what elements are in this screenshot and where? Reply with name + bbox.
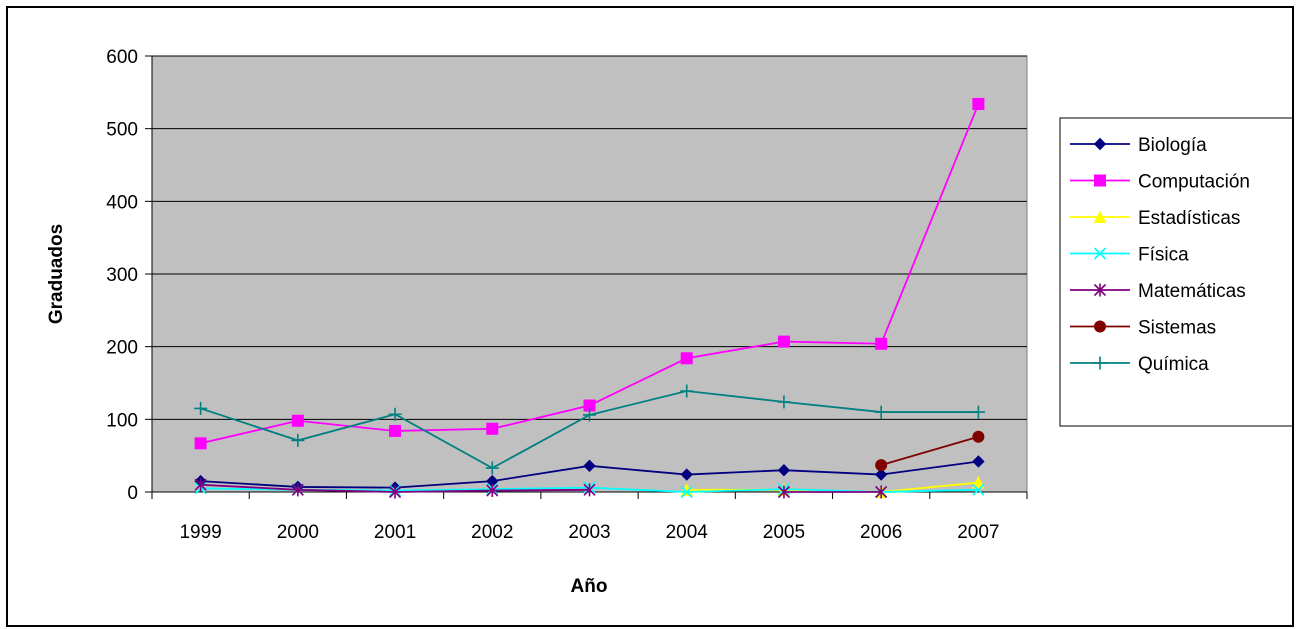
data-point bbox=[972, 430, 985, 443]
y-tick-label: 100 bbox=[106, 410, 138, 431]
data-point bbox=[972, 483, 985, 496]
legend: Biología Computación Estadísticas Física Mat… bbox=[1059, 117, 1292, 427]
legend-box bbox=[1059, 117, 1292, 427]
data-point bbox=[777, 335, 790, 348]
legend-entry: Computación bbox=[1070, 172, 1250, 193]
legend-label: Física bbox=[1138, 245, 1189, 266]
data-point bbox=[485, 461, 499, 475]
series-layer bbox=[194, 97, 985, 499]
legend-label: Química bbox=[1138, 354, 1209, 375]
legend-label: Biología bbox=[1138, 135, 1207, 156]
data-point bbox=[583, 408, 596, 422]
data-point bbox=[486, 422, 499, 435]
data-point bbox=[680, 352, 693, 365]
data-point bbox=[194, 478, 207, 492]
x-tick-label: 2005 bbox=[763, 522, 805, 543]
x-tick-label: 2002 bbox=[471, 522, 513, 543]
legend-entry: Física bbox=[1070, 245, 1189, 266]
data-point bbox=[291, 483, 304, 497]
data-point bbox=[1094, 174, 1106, 187]
y-tick-label: 0 bbox=[127, 483, 138, 504]
data-point bbox=[291, 433, 305, 447]
data-point bbox=[680, 485, 693, 499]
x-tick-label: 2007 bbox=[957, 522, 999, 543]
data-point bbox=[875, 459, 888, 472]
data-point bbox=[680, 468, 693, 481]
series-line bbox=[880, 435, 979, 466]
y-tick-label: 500 bbox=[106, 120, 138, 141]
y-axis-label: Graduados bbox=[46, 224, 67, 324]
legend-entry: Sistemas bbox=[1070, 318, 1216, 339]
data-point bbox=[583, 459, 596, 473]
data-point bbox=[972, 97, 985, 110]
legend-label: Matemáticas bbox=[1138, 281, 1246, 302]
data-point bbox=[389, 424, 402, 437]
series-computación bbox=[194, 97, 985, 450]
data-point bbox=[388, 485, 402, 499]
data-point bbox=[875, 485, 888, 499]
data-point bbox=[1093, 283, 1107, 297]
chart-frame: 0 100 200 300 400 500 600 1999 2000 2001 2002 2003 2… bbox=[6, 6, 1294, 627]
data-point bbox=[1093, 137, 1107, 151]
y-tick-label: 600 bbox=[106, 47, 138, 68]
legend-entry: Estadísticas bbox=[1070, 208, 1240, 229]
series-matemáticas bbox=[194, 478, 888, 499]
data-point bbox=[777, 485, 791, 499]
x-tick-label: 2006 bbox=[860, 522, 902, 543]
data-point bbox=[291, 414, 304, 427]
y-tick-label: 200 bbox=[106, 338, 138, 359]
line-chart: 0 100 200 300 400 500 600 1999 2000 2001 2002 2003 2… bbox=[46, 47, 1292, 597]
data-point bbox=[583, 483, 596, 497]
data-point bbox=[1093, 247, 1107, 260]
x-axis-label: Año bbox=[571, 576, 608, 597]
data-point bbox=[486, 484, 499, 498]
data-point bbox=[680, 384, 694, 398]
legend-label: Sistemas bbox=[1138, 318, 1216, 339]
data-point bbox=[777, 395, 791, 409]
data-point bbox=[972, 475, 985, 489]
data-point bbox=[1093, 210, 1107, 223]
x-tick-label: 1999 bbox=[179, 522, 221, 543]
x-tick-label: 2001 bbox=[374, 522, 416, 543]
legend-label: Computación bbox=[1138, 172, 1250, 193]
x-tick-label: 2004 bbox=[666, 522, 709, 543]
data-point bbox=[194, 401, 208, 415]
data-point bbox=[194, 437, 207, 450]
legend-entry: Biología bbox=[1070, 135, 1207, 156]
data-point bbox=[874, 405, 888, 419]
legend-entry: Matemáticas bbox=[1070, 281, 1246, 302]
data-point bbox=[874, 468, 888, 481]
series-química bbox=[194, 384, 985, 475]
data-point bbox=[1094, 320, 1106, 333]
legend-entry: Química bbox=[1070, 354, 1209, 375]
y-tick-label: 400 bbox=[106, 192, 138, 213]
y-tick-label: 300 bbox=[106, 265, 138, 286]
data-point bbox=[1093, 356, 1107, 370]
data-point bbox=[875, 337, 888, 350]
data-point bbox=[777, 463, 791, 477]
data-point bbox=[971, 405, 985, 419]
series-sistemas bbox=[875, 430, 985, 472]
data-point bbox=[972, 455, 985, 468]
x-tick-label: 2000 bbox=[277, 522, 319, 543]
x-tick-label: 2003 bbox=[568, 522, 610, 543]
legend-label: Estadísticas bbox=[1138, 208, 1240, 229]
data-point bbox=[388, 407, 402, 421]
